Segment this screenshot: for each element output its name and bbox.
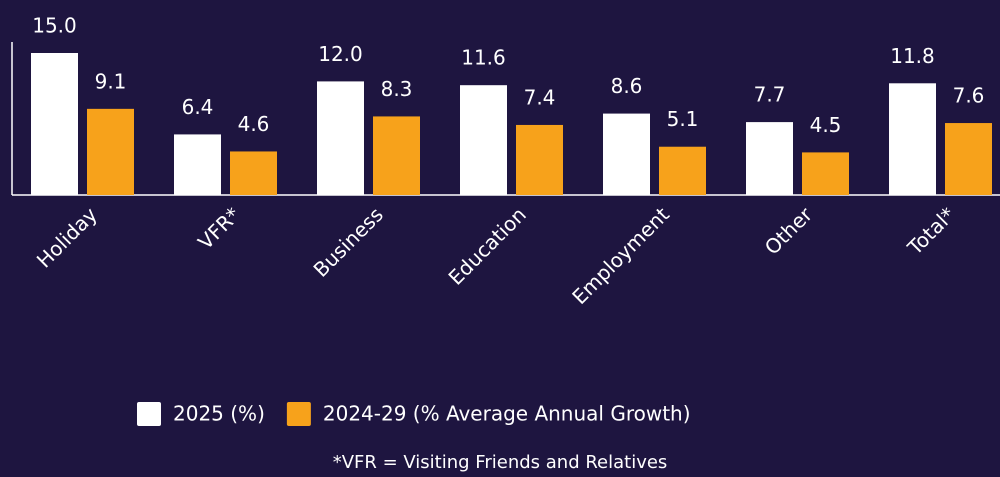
data-label: 6.4 [182,95,214,119]
bar [31,53,78,195]
bar [603,113,650,195]
bar [889,83,936,195]
data-label: 4.5 [810,113,842,137]
data-label: 7.6 [953,84,985,108]
bar [659,146,706,195]
bar [230,151,277,195]
footnote: *VFR = Visiting Friends and Relatives [333,452,668,473]
data-label: 9.1 [95,69,127,93]
bar [317,81,364,195]
data-label: 8.3 [381,77,413,101]
bar [746,122,793,195]
data-label: 8.6 [611,74,643,98]
data-label: 11.8 [890,44,935,68]
data-label: 5.1 [667,107,699,131]
data-label: 7.4 [524,85,556,109]
legend-label: 2025 (%) [173,402,265,426]
legend-swatch [137,402,161,426]
bar [87,108,134,195]
bar [174,134,221,195]
bar [373,116,420,195]
bar [460,85,507,195]
bar [945,123,992,195]
bar [802,152,849,195]
data-label: 4.6 [238,112,270,136]
bar [516,124,563,195]
data-label: 7.7 [754,83,786,107]
data-label: 12.0 [318,42,363,66]
data-label: 15.0 [32,14,77,38]
legend-label: 2024-29 (% Average Annual Growth) [323,402,691,426]
legend-swatch [286,402,311,426]
data-label: 11.6 [461,46,506,70]
